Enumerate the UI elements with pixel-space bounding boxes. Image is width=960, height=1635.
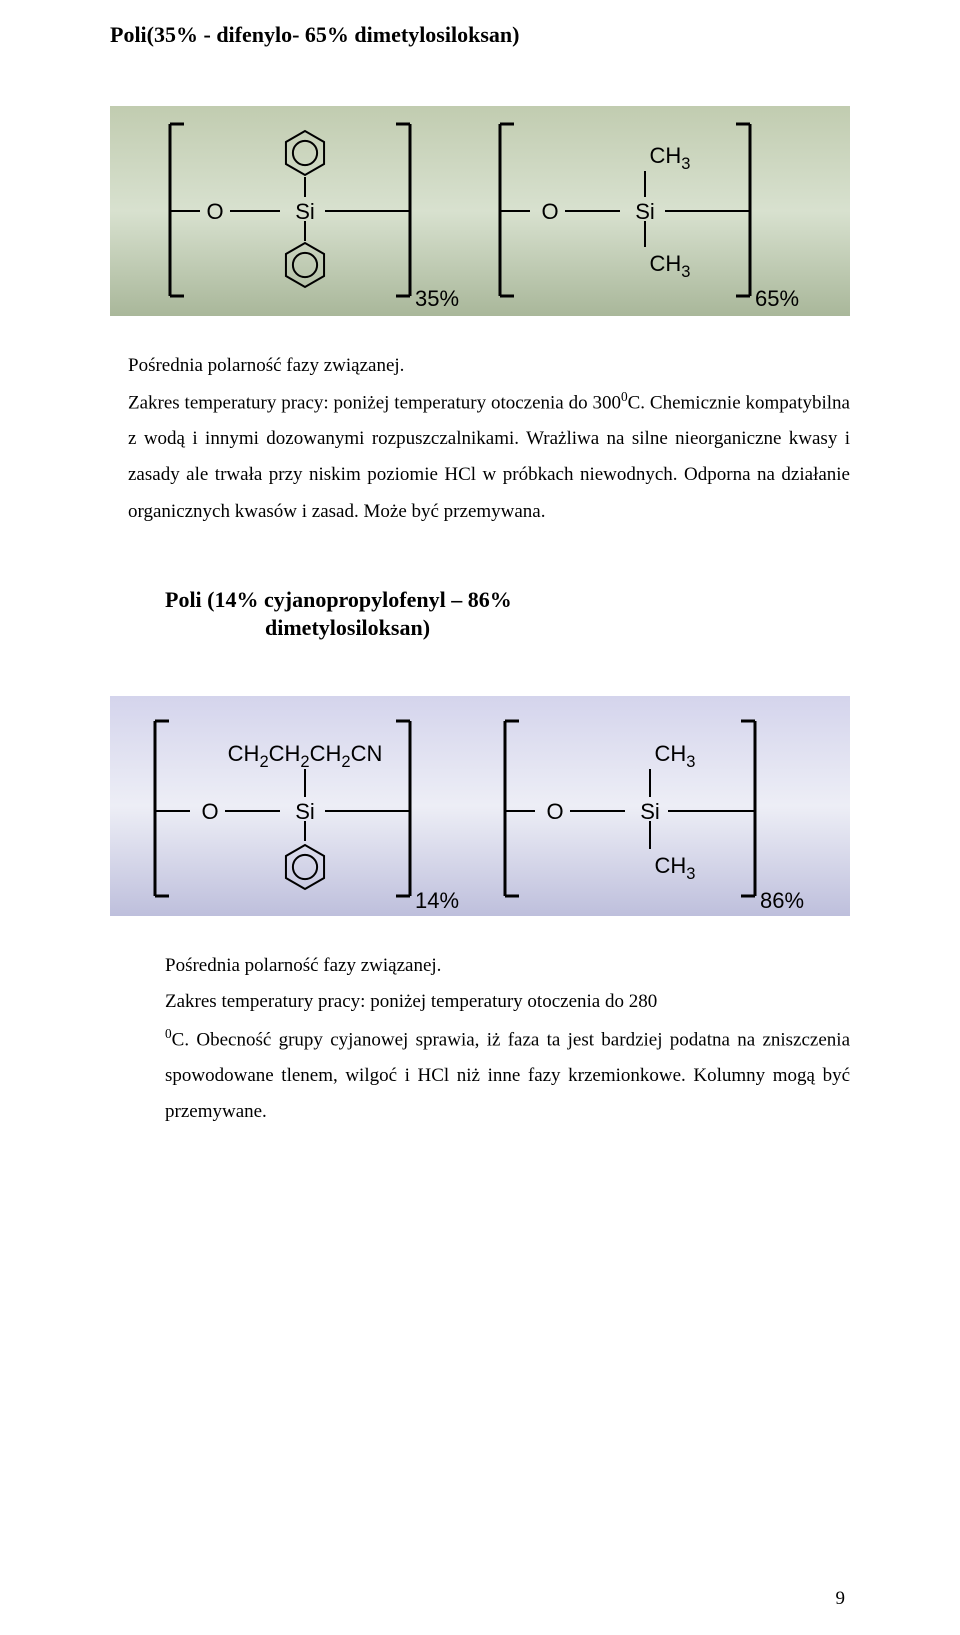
svg-text:O: O — [206, 199, 223, 224]
svg-text:65%: 65% — [755, 286, 799, 311]
svg-text:O: O — [541, 199, 558, 224]
svg-text:Si: Si — [640, 799, 660, 824]
svg-text:Si: Si — [295, 799, 315, 824]
svg-text:O: O — [201, 799, 218, 824]
section-title-2-line1: Poli (14% cyjanopropylofenyl – 86% — [165, 585, 850, 616]
p1-superscript: 0 — [621, 389, 628, 404]
section-title-2-line2: dimetylosiloksan) — [265, 615, 850, 641]
p2-line2-prefix: Zakres temperatury pracy: poniżej temper… — [165, 991, 657, 1012]
svg-text:O: O — [546, 799, 563, 824]
p1-line2-prefix: Zakres temperatury pracy: poniżej temper… — [128, 392, 621, 413]
svg-text:Si: Si — [635, 199, 655, 224]
description-paragraph-1: Pośrednia polarność fazy związanej. Zakr… — [128, 348, 850, 530]
svg-text:Si: Si — [295, 199, 315, 224]
svg-text:14%: 14% — [415, 888, 459, 913]
p2-rest: C. Obecność grupy cyjanowej sprawia, iż … — [165, 1029, 850, 1122]
p1-line1: Pośrednia polarność fazy związanej. — [128, 355, 404, 376]
p1-line2-suffix: C. — [628, 392, 645, 413]
p2-line1: Pośrednia polarność fazy związanej. — [165, 955, 441, 976]
page-number: 9 — [836, 1588, 846, 1610]
svg-text:35%: 35% — [415, 286, 459, 311]
chemical-structure-figure-1: OSi35%OSiCH3CH365% — [110, 106, 850, 316]
description-paragraph-2: Pośrednia polarność fazy związanej. Zakr… — [165, 948, 850, 1130]
svg-text:86%: 86% — [760, 888, 804, 913]
section-title-1: Poli(35% - difenylo- 65% dimetylosiloksa… — [110, 20, 850, 51]
p2-superscript: 0 — [165, 1026, 172, 1041]
chemical-structure-figure-2: OSiCH2CH2CH2CN14%OSiCH3CH386% — [110, 696, 850, 916]
